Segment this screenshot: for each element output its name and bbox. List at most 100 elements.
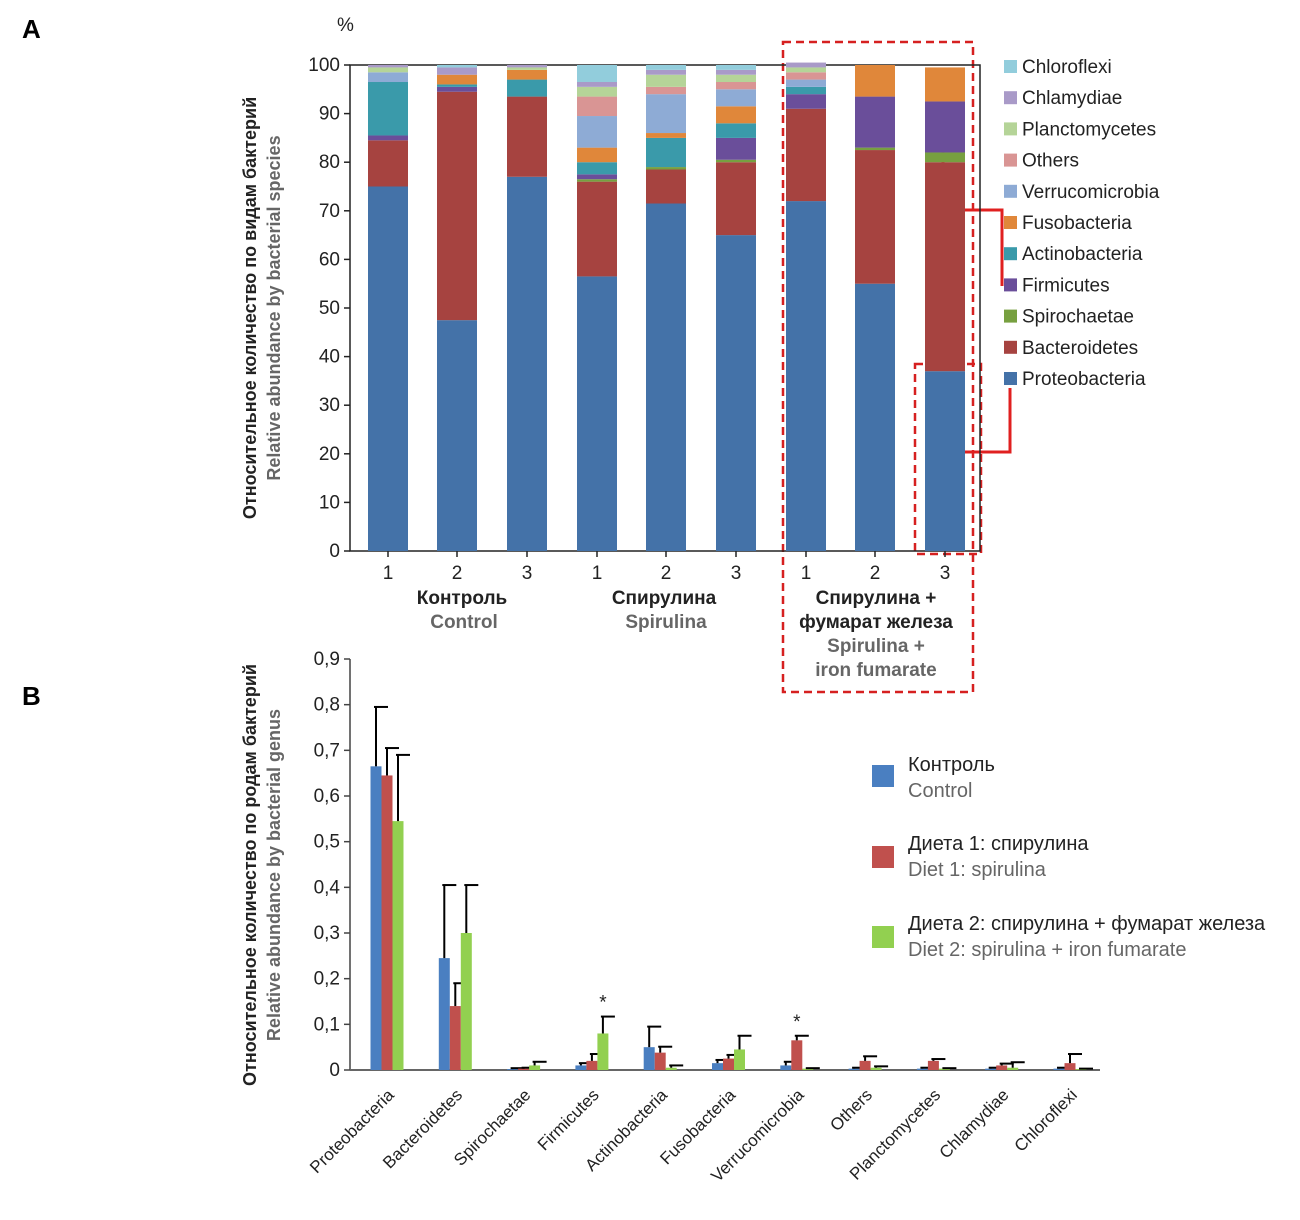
bar-segment-firmicutes bbox=[855, 96, 895, 148]
legend-swatch-firmicutes bbox=[1004, 278, 1017, 292]
bar-segment-chloroflexi bbox=[646, 65, 686, 70]
bar-bacteroidetes-series-0 bbox=[438, 958, 450, 1070]
group-label-iron-en-line1: Spirulina + bbox=[827, 636, 925, 657]
bar-segment-bacteroidetes bbox=[716, 162, 756, 236]
panel-b-letter: B bbox=[22, 681, 41, 711]
bar-segment-chlamydiae bbox=[786, 62, 826, 68]
bar-segment-actinobacteria bbox=[507, 79, 547, 97]
bar-segment-verrucomicrobia bbox=[368, 72, 408, 83]
y-tick-label: 0,5 bbox=[314, 832, 340, 853]
bar-others-series-0 bbox=[848, 1068, 860, 1070]
legend-swatch-proteobacteria bbox=[1004, 372, 1017, 385]
legend-b-swatch-control bbox=[872, 765, 894, 787]
y-tick-label: 0,8 bbox=[314, 695, 340, 716]
bar-segment-proteobacteria bbox=[507, 176, 547, 551]
x-category-label: Firmicutes bbox=[534, 1085, 603, 1154]
bar-segment-chloroflexi bbox=[437, 65, 477, 68]
bar-spirochaetae-series-1 bbox=[518, 1068, 530, 1070]
bar-proteobacteria-series-1 bbox=[381, 775, 393, 1070]
x-tick-label: 2 bbox=[452, 563, 463, 584]
bar-segment-spirochaetae bbox=[716, 159, 756, 163]
legend-swatch-spirochaetae bbox=[1004, 309, 1017, 323]
legend-b-diet2-ru: Диета 2: спирулина + фумарат железа bbox=[908, 913, 1266, 935]
bar-segment-proteobacteria bbox=[577, 276, 617, 551]
bar-segment-chlamydiae bbox=[577, 82, 617, 87]
legend-swatch-bacteroidetes bbox=[1004, 340, 1017, 354]
bar-segment-others bbox=[577, 96, 617, 117]
legend-label-firmicutes: Firmicutes bbox=[1022, 275, 1110, 296]
group-label-iron-en-line2: iron fumarate bbox=[815, 660, 936, 681]
bar-segment-chlamydiae bbox=[646, 69, 686, 75]
bar-spirochaetae-series-0 bbox=[507, 1069, 519, 1070]
bar-actinobacteria-series-0 bbox=[643, 1047, 655, 1070]
bar-segment-fusobacteria bbox=[437, 74, 477, 85]
group-label-spirulina-en: Spirulina bbox=[625, 612, 707, 633]
legend-swatch-fusobacteria bbox=[1004, 216, 1017, 229]
bar-segment-bacteroidetes bbox=[368, 140, 408, 187]
bar-segment-proteobacteria bbox=[855, 283, 895, 551]
x-tick-label: 1 bbox=[383, 563, 394, 584]
y-tick-label: 0,9 bbox=[314, 649, 340, 670]
bar-segment-fusobacteria bbox=[925, 67, 965, 102]
legend-label-chlamydiae: Chlamydiae bbox=[1022, 88, 1122, 109]
x-tick-label: 2 bbox=[661, 563, 672, 584]
legend-label-proteobacteria: Proteobacteria bbox=[1022, 369, 1146, 390]
bar-segment-verrucomicrobia bbox=[716, 89, 756, 107]
x-tick-label: 1 bbox=[592, 563, 603, 584]
legend-label-chloroflexi: Chloroflexi bbox=[1022, 57, 1112, 78]
highlight-box-iron-group bbox=[781, 40, 975, 694]
bar-chlamydiae-series-0 bbox=[985, 1068, 997, 1070]
bar-segment-verrucomicrobia bbox=[646, 94, 686, 134]
bar-actinobacteria-series-2 bbox=[665, 1067, 677, 1070]
legend-b-control-en: Control bbox=[908, 780, 972, 802]
bar-segment-chloroflexi bbox=[716, 65, 756, 70]
legend-b-swatch-diet1 bbox=[872, 846, 894, 868]
bar-firmicutes-series-0 bbox=[575, 1065, 587, 1070]
bar-chloroflexi-series-0 bbox=[1053, 1068, 1065, 1070]
y-tick-label: 0,4 bbox=[314, 877, 341, 898]
bar-segment-actinobacteria bbox=[646, 137, 686, 168]
x-tick-label: 3 bbox=[522, 563, 533, 584]
group-label-spirulina-ru: Спирулина bbox=[612, 588, 717, 609]
bar-segment-proteobacteria bbox=[925, 371, 965, 551]
bar-segment-bacteroidetes bbox=[507, 96, 547, 177]
bar-fusobacteria-series-2 bbox=[734, 1049, 745, 1070]
bar-segment-bacteroidetes bbox=[646, 169, 686, 204]
bar-segment-planctomycetes bbox=[577, 86, 617, 97]
bar-segment-verrucomicrobia bbox=[577, 116, 617, 148]
bar-segment-planctomycetes bbox=[646, 74, 686, 87]
y-tick-label: 60 bbox=[319, 249, 340, 270]
legend-label-others: Others bbox=[1022, 151, 1079, 172]
bar-fusobacteria-series-1 bbox=[723, 1058, 734, 1070]
bar-chlamydiae-series-2 bbox=[1007, 1067, 1019, 1070]
y-tick-label: 10 bbox=[319, 492, 340, 513]
y-tick-label: 20 bbox=[319, 444, 340, 465]
group-label-control-ru: Контроль bbox=[417, 588, 507, 609]
panel-b-ylabel-en: Relative abundance by bacterial genus bbox=[264, 709, 284, 1041]
bar-proteobacteria-series-2 bbox=[392, 821, 404, 1070]
bar-segment-planctomycetes bbox=[507, 67, 547, 70]
y-tick-label: 0 bbox=[329, 1060, 340, 1081]
bar-segment-actinobacteria bbox=[786, 86, 826, 95]
bar-segment-bacteroidetes bbox=[786, 108, 826, 202]
bar-spirochaetae-series-2 bbox=[529, 1065, 541, 1070]
bar-segment-fusobacteria bbox=[507, 69, 547, 80]
bar-segment-actinobacteria bbox=[716, 123, 756, 138]
bar-verrucomicrobia-series-2 bbox=[802, 1068, 814, 1070]
bar-segment-spirochaetae bbox=[577, 179, 617, 182]
y-tick-label: 0,6 bbox=[314, 786, 340, 807]
x-category-label: Chloroflexi bbox=[1011, 1085, 1081, 1155]
bar-segment-others bbox=[716, 82, 756, 90]
legend-label-planctomycetes: Planctomycetes bbox=[1022, 119, 1156, 140]
bar-segment-fusobacteria bbox=[577, 147, 617, 163]
y-tick-label: 90 bbox=[319, 104, 340, 125]
bar-segment-chlamydiae bbox=[507, 65, 547, 68]
bar-segment-chlamydiae bbox=[437, 67, 477, 75]
group-label-iron-ru-line1: Спирулина + bbox=[816, 588, 937, 609]
bar-bacteroidetes-series-2 bbox=[460, 933, 472, 1070]
panel-a-unit: % bbox=[337, 15, 354, 36]
bar-segment-chlamydiae bbox=[716, 69, 756, 75]
bar-segment-firmicutes bbox=[368, 135, 408, 141]
x-tick-label: 3 bbox=[940, 563, 951, 584]
